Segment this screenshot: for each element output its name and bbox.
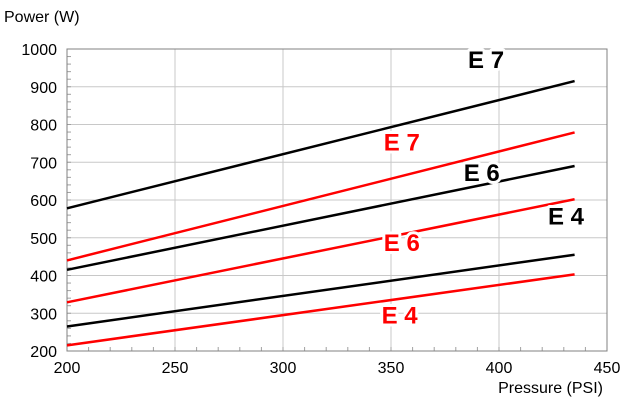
y-tick-label: 1000: [21, 42, 57, 59]
y-tick-label: 300: [30, 306, 57, 323]
y-tick-label: 200: [30, 344, 57, 361]
series-line: [66, 253, 575, 328]
x-tick-label: 450: [594, 360, 621, 377]
series-label: E 4: [548, 204, 585, 231]
x-tick-label: 350: [378, 360, 405, 377]
plot-area-frame: [66, 48, 608, 352]
series-label: E 4: [382, 302, 419, 329]
y-tick-label: 700: [30, 155, 57, 172]
x-tick-label: 200: [54, 360, 81, 377]
series-line: [66, 164, 575, 272]
y-tick-label: 800: [30, 118, 57, 135]
y-axis-title: Power (W): [4, 9, 80, 26]
y-tick-labels: 200 300 400 500 600 700 800 900 1000: [21, 42, 57, 361]
series-lines: [66, 79, 575, 347]
series-line: [66, 198, 575, 304]
x-axis-title: Pressure (PSI): [498, 380, 603, 397]
series-labels: E 7 E 7 E 6 E 6 E 4 E 4: [379, 44, 588, 333]
series-label: E 7: [468, 47, 504, 74]
x-tick-labels: 200 250 300 350 400 450: [54, 360, 621, 377]
x-tick-label: 300: [270, 360, 297, 377]
y-tick-label: 400: [30, 269, 57, 286]
series-label: E 7: [384, 130, 420, 157]
x-tick-label: 250: [162, 360, 189, 377]
series-line: [66, 131, 575, 262]
series-label: E 6: [384, 230, 420, 257]
y-tick-label: 900: [30, 80, 57, 97]
series-line: [66, 273, 575, 347]
x-tick-label: 400: [486, 360, 513, 377]
series-line: [66, 79, 575, 210]
y-tick-label: 600: [30, 193, 57, 210]
y-tick-label: 500: [30, 231, 57, 248]
series-label: E 6: [464, 160, 500, 187]
